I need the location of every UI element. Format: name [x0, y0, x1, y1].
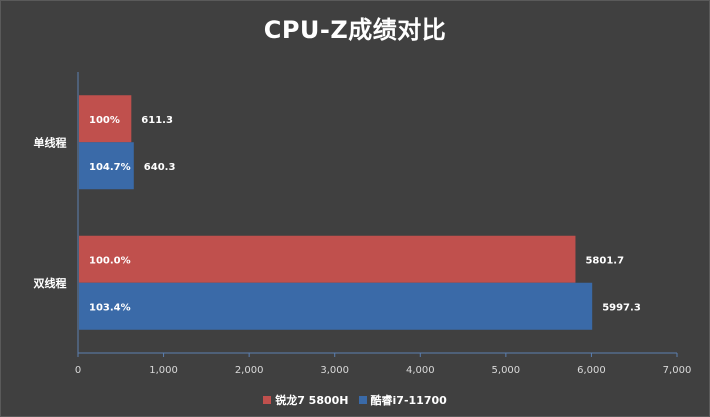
x-tick-label: 6,000 — [577, 365, 606, 376]
data-label: 5801.7 — [585, 255, 624, 266]
bar-inner-label: 104.7% — [89, 162, 131, 173]
legend-item-0: 锐龙7 5800H — [263, 392, 349, 408]
x-tick-label: 7,000 — [663, 365, 692, 376]
bar-inner-label: 100.0% — [89, 255, 131, 266]
legend-label-1: 酷睿i7-11700 — [370, 394, 447, 407]
data-label: 611.3 — [141, 115, 173, 126]
x-tick-label: 4,000 — [406, 365, 435, 376]
bar-inner-label: 103.4% — [89, 302, 131, 313]
data-label: 640.3 — [144, 162, 176, 173]
legend-swatch-1 — [358, 396, 367, 404]
category-label: 双线程 — [34, 276, 67, 290]
bar — [79, 142, 134, 190]
legend-item-1: 酷睿i7-11700 — [358, 392, 447, 408]
bar-inner-label: 100% — [89, 115, 120, 126]
x-tick-label: 2,000 — [235, 365, 264, 376]
legend: 锐龙7 5800H 酷睿i7-11700 — [0, 392, 710, 408]
x-tick-label: 1,000 — [149, 365, 178, 376]
bar — [79, 235, 576, 283]
x-tick-label: 0 — [75, 365, 81, 376]
category-label: 单线程 — [34, 135, 67, 149]
chart-title: CPU-Z成绩对比 — [263, 16, 447, 44]
legend-swatch-0 — [263, 396, 272, 404]
legend-label-0: 锐龙7 5800H — [275, 394, 349, 407]
x-tick-label: 5,000 — [492, 365, 521, 376]
bar — [79, 282, 593, 330]
bar — [79, 95, 132, 143]
x-tick-label: 3,000 — [320, 365, 349, 376]
data-label: 5997.3 — [602, 302, 641, 313]
